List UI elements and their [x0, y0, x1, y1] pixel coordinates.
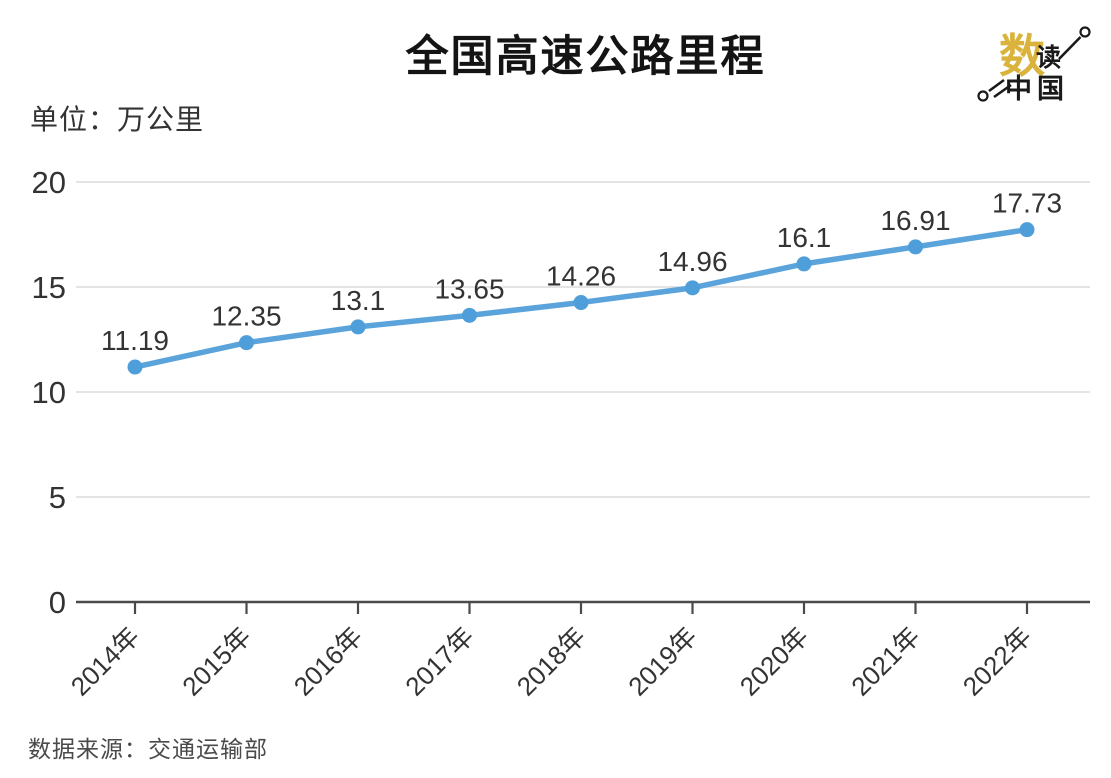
x-tick-label: 2018年 [511, 621, 591, 701]
x-tick-label: 2022年 [957, 621, 1037, 701]
unit-label: 单位：万公里 [30, 104, 205, 135]
y-tick-label: 15 [32, 270, 66, 305]
data-point [239, 335, 254, 351]
data-label: 13.65 [434, 273, 504, 304]
data-point [350, 319, 366, 335]
x-tick-label: 2015年 [176, 621, 256, 701]
x-tick-label: 2017年 [399, 621, 479, 701]
y-tick-label: 5 [49, 480, 66, 515]
logo-char-shu: 数 [999, 29, 1045, 83]
line-chart: 0 5 10 15 20 2014年 2015年 2016年 2017年 2018年 2019年 20… [32, 165, 1090, 702]
x-tick-label: 2014年 [65, 621, 145, 701]
data-label: 14.26 [546, 261, 616, 292]
x-tick-label: 2021年 [845, 621, 925, 701]
x-tick-label: 2016年 [288, 621, 368, 701]
shudu-zhongguo-logo: 数 读 中国 [973, 16, 1101, 112]
y-tick-label: 20 [32, 165, 66, 200]
y-tick-label: 0 [49, 585, 66, 620]
x-tick-label: 2020年 [734, 621, 814, 701]
data-point [127, 359, 143, 375]
source-label: 数据来源：交通运输部 [28, 736, 268, 762]
data-label: 16.91 [880, 205, 950, 236]
data-point [462, 307, 477, 323]
data-label: 13.1 [331, 285, 386, 316]
logo-chars-zhongguo: 中国 [1005, 74, 1069, 105]
chart-area: 0 5 10 15 20 2014年 2015年 2016年 2017年 2018年 2019年 20… [0, 140, 1111, 740]
data-label: 14.96 [657, 246, 727, 277]
logo-graphic: 数 读 中国 [977, 26, 1091, 105]
data-point [1019, 222, 1035, 238]
data-label: 11.19 [101, 325, 169, 356]
data-label: 12.35 [211, 301, 281, 332]
data-point [573, 295, 589, 311]
data-label: 16.1 [777, 222, 832, 253]
x-tick-label: 2019年 [622, 621, 702, 701]
data-label: 17.73 [992, 188, 1062, 219]
chart-title: 全国高速公路里程 [405, 33, 766, 81]
data-point [796, 256, 812, 272]
y-tick-label: 10 [32, 375, 66, 410]
logo-trendline-decoration [977, 26, 1091, 102]
logo-char-du: 读 [1036, 43, 1061, 72]
data-point [685, 280, 700, 296]
data-point [908, 239, 923, 255]
